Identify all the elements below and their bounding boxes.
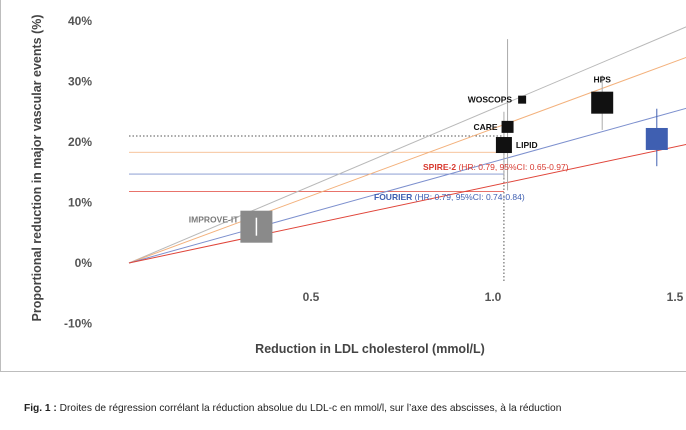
x-tick-label: 0.5 <box>303 290 320 304</box>
point-care <box>501 120 514 133</box>
regression-line-2 <box>128 107 686 264</box>
x-tick-label: 1.5 <box>667 290 684 304</box>
reference-lines-group <box>129 135 505 282</box>
regression-line-0 <box>128 26 686 264</box>
y-tick-label: 20% <box>68 135 92 149</box>
caption-label: Fig. 1 : <box>24 403 57 414</box>
x-axis-label: Reduction in LDL cholesterol (mmol/L) <box>255 342 485 356</box>
y-tick-label: 0% <box>75 256 93 270</box>
point-woscops <box>518 95 527 104</box>
x-tick-label: 1.0 <box>485 290 502 304</box>
study-annotation-fourier: FOURIER (HR: 0.79, 95%CI: 0.74-0.84) <box>374 192 525 202</box>
y-tick-label: 10% <box>68 196 92 210</box>
labels-group: ≥ 4 years of treatment3 years of treatme… <box>189 75 611 225</box>
study-annotation-name: SPIRE-2 <box>423 162 456 172</box>
study-annotation-name: FOURIER <box>374 192 412 202</box>
point-fourier <box>645 127 668 150</box>
point-label-woscops: WOSCOPS <box>468 95 513 105</box>
chart-frame <box>0 0 686 372</box>
study-annotation-detail: (HR: 0.79, 95%CI: 0.74-0.84) <box>412 192 525 202</box>
point-lipid <box>495 137 512 154</box>
point-label-improve-it: IMPROVE-IT <box>189 215 239 225</box>
y-tick-label: 30% <box>68 75 92 89</box>
point-label-hps: HPS <box>593 75 611 85</box>
y-tick-label: -10% <box>64 317 92 331</box>
point-label-care: CARE <box>473 122 497 132</box>
study-annotation-detail: (HR: 0.79, 95%CI: 0.65-0.97) <box>456 162 569 172</box>
y-axis-label: Proportional reduction in major vascular… <box>30 14 44 321</box>
axes-group: -10%0%10%20%30%40%0.51.01.52.0 <box>64 14 684 331</box>
point-hps <box>591 91 614 114</box>
figure-caption: Fig. 1 : Droites de régression corrélant… <box>24 401 664 417</box>
caption-text: Droites de régression corrélant la réduc… <box>59 403 562 414</box>
point-label-lipid: LIPID <box>516 140 538 150</box>
y-tick-label: 40% <box>68 14 92 28</box>
study-annotation-spire-2: SPIRE-2 (HR: 0.79, 95%CI: 0.65-0.97) <box>423 162 569 172</box>
chart-plot: -10%0%10%20%30%40%0.51.01.52.0 ≥ 4 years… <box>30 14 686 356</box>
points-group <box>240 91 668 243</box>
